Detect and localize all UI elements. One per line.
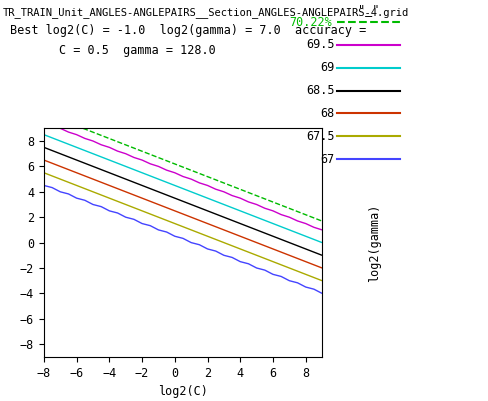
Text: 68.5: 68.5 bbox=[306, 84, 334, 97]
Text: 68: 68 bbox=[320, 107, 334, 120]
Text: Best log2(C) = -1.0  log2(gamma) = 7.0  accuracy =: Best log2(C) = -1.0 log2(gamma) = 7.0 ac… bbox=[10, 24, 366, 36]
Text: TR_TRAIN_Unit_ANGLES-ANGLEPAIRS__Section_ANGLES-ANGLEPAIRS-4.grid: TR_TRAIN_Unit_ANGLES-ANGLEPAIRS__Section… bbox=[2, 7, 408, 18]
Text: "_": "_" bbox=[358, 3, 379, 16]
Text: 70.22%: 70.22% bbox=[289, 16, 332, 28]
Text: 69.5: 69.5 bbox=[306, 38, 334, 51]
Text: log2(gamma): log2(gamma) bbox=[368, 203, 382, 282]
Text: C = 0.5  gamma = 128.0: C = 0.5 gamma = 128.0 bbox=[59, 44, 215, 57]
Text: 67: 67 bbox=[320, 153, 334, 166]
Text: 67.5: 67.5 bbox=[306, 130, 334, 143]
X-axis label: log2(C): log2(C) bbox=[158, 385, 208, 398]
Text: 69: 69 bbox=[320, 61, 334, 74]
